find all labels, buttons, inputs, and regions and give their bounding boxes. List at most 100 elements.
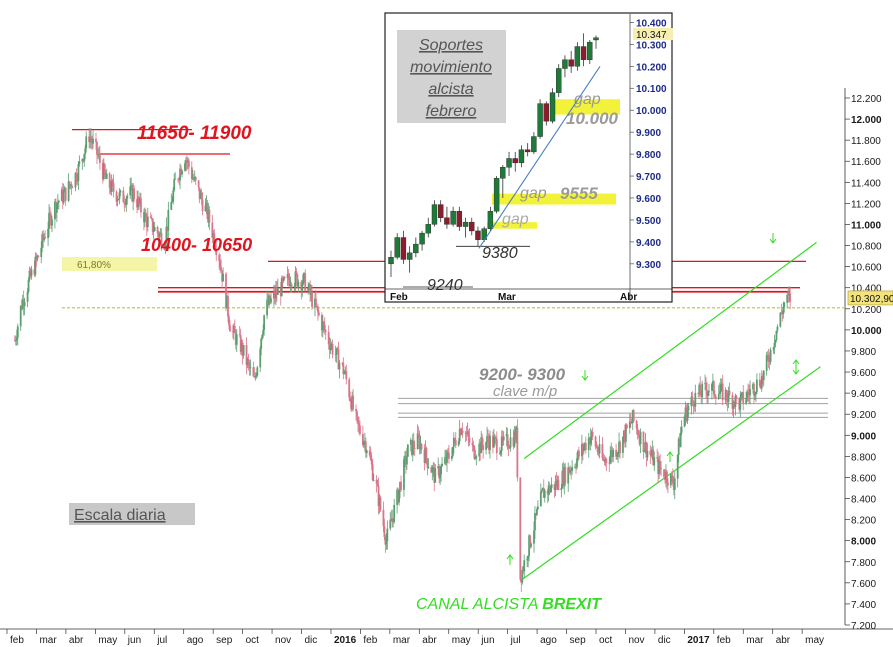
candle-body (575, 466, 577, 468)
candle-body (335, 348, 338, 355)
inset-candle-body (419, 232, 425, 245)
candle-body (98, 154, 100, 155)
candle-body (254, 376, 257, 378)
candle-body (28, 270, 31, 280)
candle-body (452, 437, 455, 447)
inset-candle-body (562, 59, 568, 69)
x-tick-label: jun (127, 635, 141, 646)
candle-body (762, 370, 765, 381)
candle-body (57, 200, 60, 203)
candle-body (774, 340, 777, 343)
candle-body (104, 173, 107, 179)
candle-body (447, 451, 449, 453)
y-tick-label: 10.200 (851, 305, 882, 316)
candle-body (438, 466, 441, 479)
channel-touch-arrow (581, 370, 589, 381)
candle-body (109, 187, 112, 192)
candle-body (315, 298, 317, 306)
candle-body (479, 443, 482, 454)
candle-body (666, 471, 668, 483)
candle-body (362, 442, 365, 445)
x-tick-label: sep (570, 635, 587, 646)
candle-body (424, 448, 427, 463)
candle-body (459, 429, 462, 435)
candle-body (179, 168, 181, 181)
gap-level-label: 9555 (560, 184, 598, 203)
candle-body (81, 159, 84, 162)
candle-body (786, 294, 789, 303)
candle-body (423, 449, 426, 463)
candle-body (482, 445, 485, 450)
candle-body (464, 432, 467, 434)
candle-body (693, 406, 696, 407)
candle-body (664, 477, 666, 480)
inset-candle-body (506, 158, 512, 168)
candle-body (747, 391, 749, 394)
candle-body (557, 479, 560, 491)
candle-body (724, 389, 727, 401)
candle-body (287, 274, 290, 280)
inset-support-label: 9380 (482, 245, 518, 262)
candle-body (708, 390, 710, 392)
candle-body (505, 434, 508, 437)
candle-body (752, 384, 754, 390)
candle-body (386, 528, 389, 542)
candle-body (160, 232, 163, 247)
candle-body (357, 416, 359, 424)
candle-body (669, 474, 672, 486)
candle-body (327, 331, 330, 345)
candle-body (726, 399, 729, 402)
candle-body (266, 299, 268, 316)
inset-candle-body (518, 149, 525, 164)
candle-body (500, 436, 503, 451)
candle-body (412, 441, 415, 449)
y-tick-label: 10.400 (851, 284, 882, 295)
candle-body (650, 454, 653, 457)
candle-body (486, 436, 488, 443)
candle-body (274, 291, 276, 299)
y-tick-label: 9.200 (851, 410, 876, 421)
candle-body (144, 212, 147, 218)
inset-title-line-1: Soportes (419, 37, 483, 54)
inset-candle-body (450, 210, 456, 225)
candle-body (61, 189, 64, 203)
candle-body (652, 449, 655, 466)
resistance-label-low: 10400- 10650 (141, 235, 252, 255)
candle-body (13, 340, 16, 342)
candle-body (745, 397, 748, 404)
x-tick-label: dic (658, 635, 671, 646)
candle-body (163, 246, 166, 250)
candle-body (108, 173, 111, 188)
x-tick-label: feb (363, 635, 377, 646)
candle-body (419, 443, 422, 450)
candle-body (437, 466, 440, 469)
resistance-label-high: 11650- 11900 (137, 123, 252, 144)
candle-body (231, 331, 234, 333)
candle-body (137, 197, 139, 208)
candle-body (50, 214, 52, 226)
candle-body (363, 441, 366, 443)
candle-body (779, 312, 782, 327)
channel-touch-arrow (792, 364, 800, 375)
inset-x-axis: Feb Mar Abr (385, 288, 672, 303)
candle-body (673, 478, 676, 490)
inset-y-tick-label: 10.100 (636, 84, 667, 95)
inset-candle-body (524, 149, 531, 153)
candle-body (473, 446, 476, 459)
candle-body (772, 347, 775, 350)
candle-body (275, 289, 278, 295)
candle-body (352, 395, 355, 409)
candle-body (23, 301, 26, 307)
candle-body (582, 446, 585, 452)
candle-body (149, 216, 152, 218)
candle-body (493, 437, 496, 439)
candle-body (364, 441, 367, 454)
candle-body (645, 442, 648, 458)
candle-body (713, 394, 716, 397)
candle-body (200, 192, 203, 200)
x-tick-label: nov (628, 635, 644, 646)
candle-body (667, 482, 669, 486)
candle-body (509, 437, 512, 448)
x-tick-label: sep (216, 635, 233, 646)
inset-y-tick-label: 9.300 (636, 260, 661, 271)
